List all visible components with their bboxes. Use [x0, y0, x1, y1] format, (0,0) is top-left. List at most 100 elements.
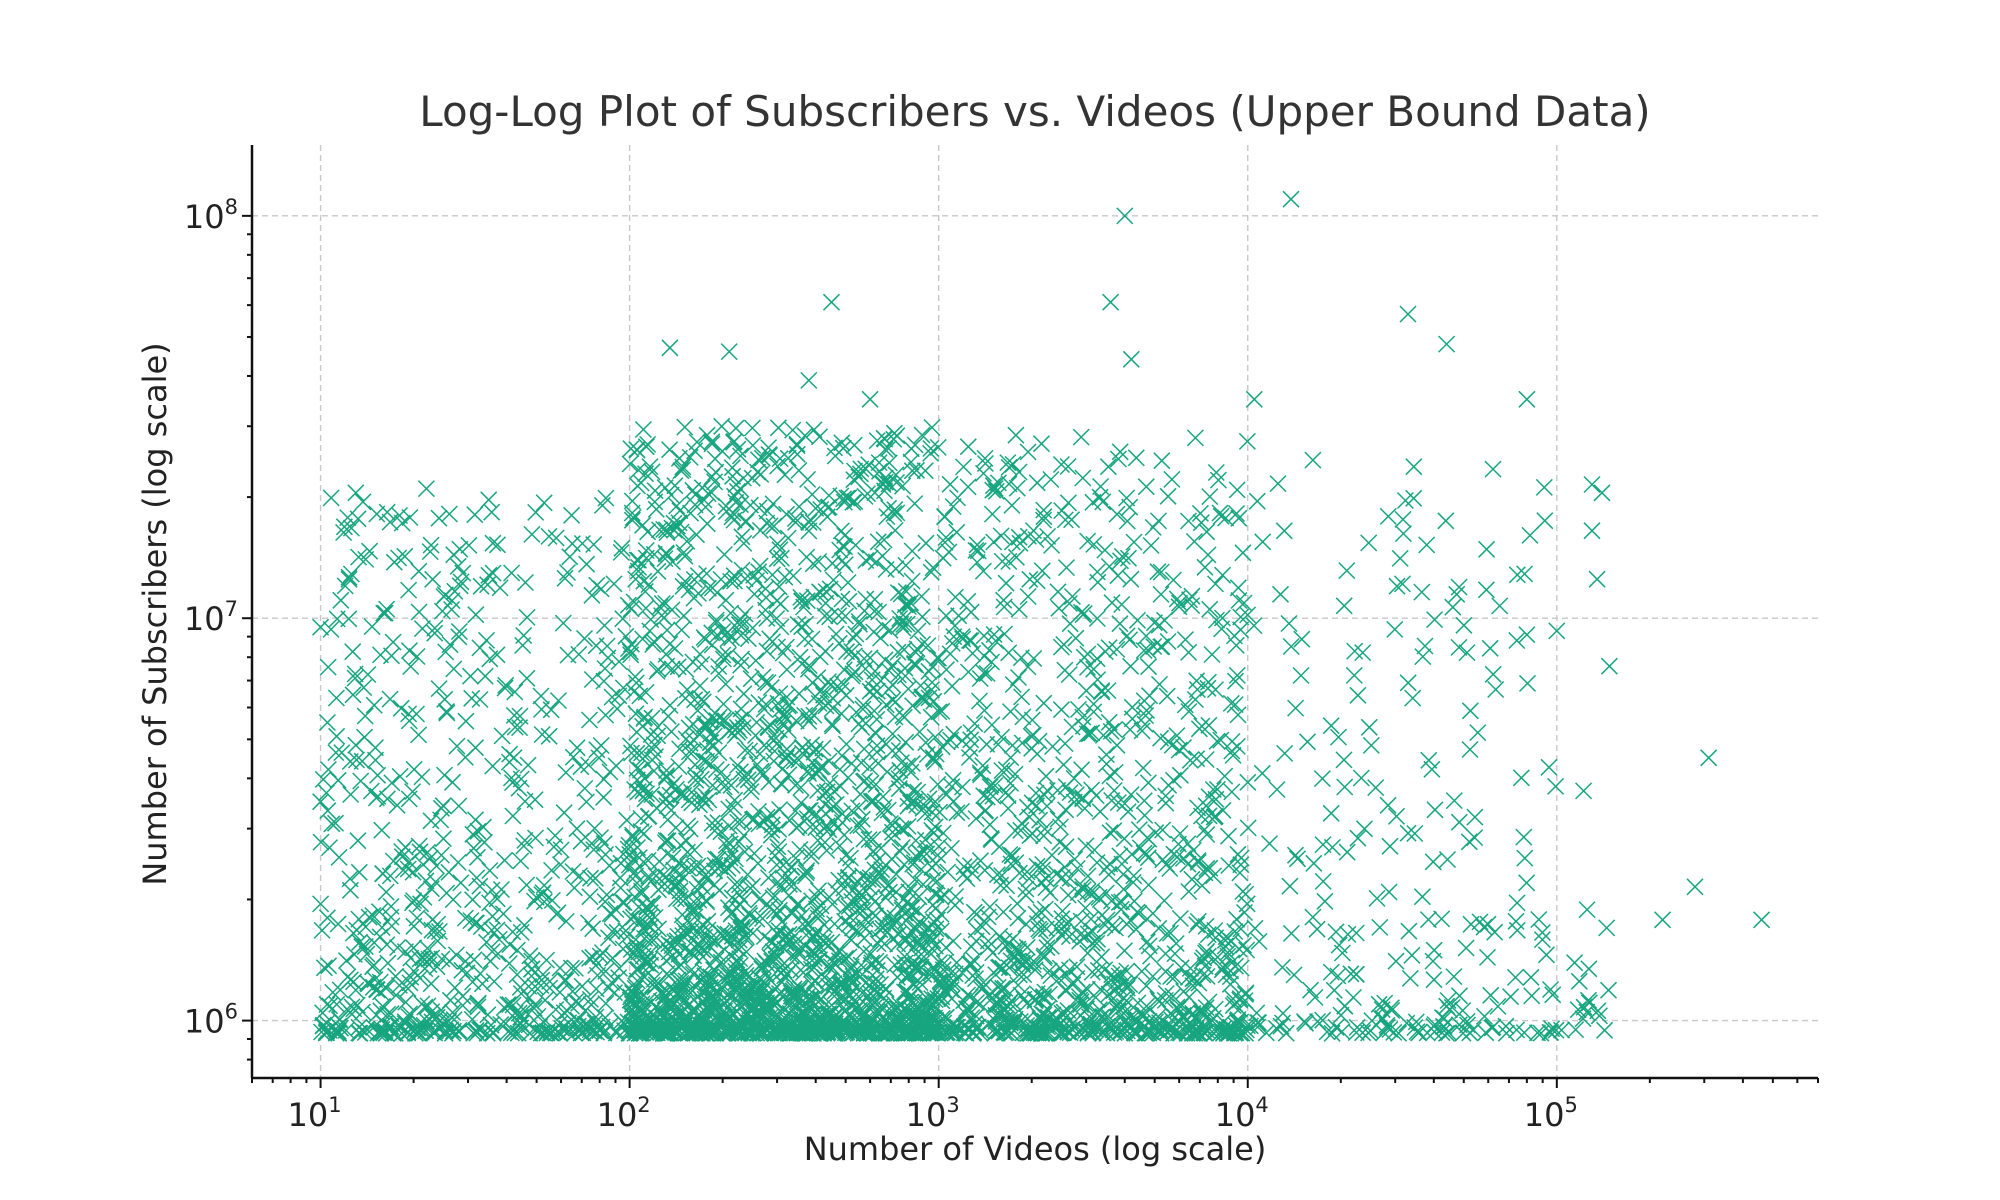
data-point-559: [545, 838, 563, 856]
data-point-1997: [914, 875, 932, 893]
data-point-4164: [1475, 1007, 1494, 1025]
data-point-4061: [1457, 939, 1475, 957]
data-point-4138: [1533, 931, 1551, 949]
data-point-3588: [1198, 825, 1216, 844]
data-point-4196: [1394, 525, 1412, 543]
data-point-1929: [823, 554, 841, 572]
data-point-2032: [769, 694, 787, 712]
data-point-4146: [1522, 968, 1540, 986]
data-point-679: [340, 610, 358, 628]
data-point-605: [451, 577, 469, 595]
data-point-2133: [716, 924, 734, 942]
data-point-3488: [1030, 920, 1048, 938]
data-point-2212: [758, 642, 776, 660]
data-point-967: [647, 500, 665, 518]
data-point-3304: [1163, 470, 1181, 488]
data-point-735: [743, 419, 761, 437]
data-point-3726: [1150, 675, 1169, 693]
data-point-4052: [1268, 780, 1286, 799]
data-point-622: [344, 686, 362, 704]
x-axis-label: Number of Videos (log scale): [804, 1130, 1267, 1168]
data-point-2367: [929, 775, 947, 793]
data-point-2569: [712, 570, 730, 588]
data-point-615: [342, 565, 360, 583]
data-point-3749: [1057, 838, 1075, 856]
data-point-557: [319, 658, 337, 676]
data-point-667: [534, 1024, 552, 1042]
data-point-666: [479, 576, 497, 594]
data-point-3112: [1223, 783, 1241, 801]
data-point-2119: [861, 758, 879, 776]
data-point-3465: [941, 645, 959, 663]
data-point-796: [847, 625, 865, 643]
data-point-673: [503, 564, 521, 582]
data-point-3425: [981, 816, 999, 834]
data-point-609: [354, 493, 372, 511]
data-point-4236: [1367, 779, 1385, 797]
data-point-3905: [1166, 945, 1184, 963]
data-point-565: [605, 575, 623, 593]
data-point-311: [601, 1017, 619, 1035]
data-point-4002: [1338, 843, 1356, 861]
data-point-3708: [1139, 641, 1157, 659]
data-point-345: [512, 985, 530, 1003]
data-point-41: [617, 922, 635, 940]
data-point-4024: [1508, 631, 1526, 650]
data-point-3268: [1157, 963, 1175, 981]
data-point-3813: [1192, 514, 1210, 532]
data-point-1358: [661, 441, 679, 459]
data-point-640: [612, 543, 630, 561]
data-point-90: [457, 712, 475, 730]
data-point-4063: [1518, 874, 1536, 892]
data-point-4259: [1575, 782, 1593, 800]
data-point-3327: [1122, 570, 1140, 588]
data-point-3961: [1192, 1000, 1210, 1018]
data-point-543: [587, 1008, 605, 1026]
data-point-2574: [906, 495, 924, 513]
data-point-65: [430, 509, 448, 527]
data-point-312: [596, 659, 614, 678]
data-point-1963: [743, 469, 761, 487]
data-point-2624: [913, 426, 931, 444]
data-point-686: [433, 602, 451, 620]
data-point-1459: [848, 921, 866, 939]
data-point-3898: [1040, 985, 1059, 1003]
data-point-2299: [867, 983, 885, 1002]
data-point-3700: [1226, 995, 1244, 1013]
data-point-407: [506, 683, 524, 701]
data-point-1831: [733, 918, 751, 936]
data-point-295: [429, 932, 447, 950]
data-point-333: [557, 971, 575, 990]
data-point-4064: [1541, 980, 1560, 999]
data-point-2118: [823, 715, 841, 733]
data-point-469: [461, 667, 480, 685]
data-point-298: [469, 998, 487, 1016]
data-point-2278: [737, 512, 755, 530]
data-point-4276: [1245, 390, 1263, 408]
data-point-3938: [1206, 575, 1225, 593]
data-point-225: [543, 861, 561, 879]
data-point-2036: [723, 459, 741, 477]
data-point-3260: [1203, 645, 1221, 664]
data-point-2115: [898, 982, 916, 1001]
data-point-3887: [1108, 736, 1126, 754]
data-point-2598: [751, 745, 769, 763]
data-point-2649: [773, 760, 791, 778]
data-point-4213: [1506, 968, 1525, 986]
data-point-2259: [679, 859, 697, 877]
data-point-1911: [855, 602, 874, 620]
data-point-545: [467, 914, 485, 932]
data-point-3838: [1041, 884, 1059, 902]
data-point-2065: [825, 439, 844, 457]
data-point-697: [572, 758, 590, 776]
data-point-3029: [974, 562, 992, 580]
data-point-3585: [980, 641, 998, 659]
data-point-508: [611, 869, 629, 887]
data-point-3056: [962, 603, 980, 621]
data-point-4177: [1387, 952, 1405, 970]
data-point-2828: [841, 930, 859, 948]
data-point-2316: [819, 972, 838, 990]
data-point-1503: [673, 621, 691, 639]
data-point-168: [564, 748, 582, 766]
